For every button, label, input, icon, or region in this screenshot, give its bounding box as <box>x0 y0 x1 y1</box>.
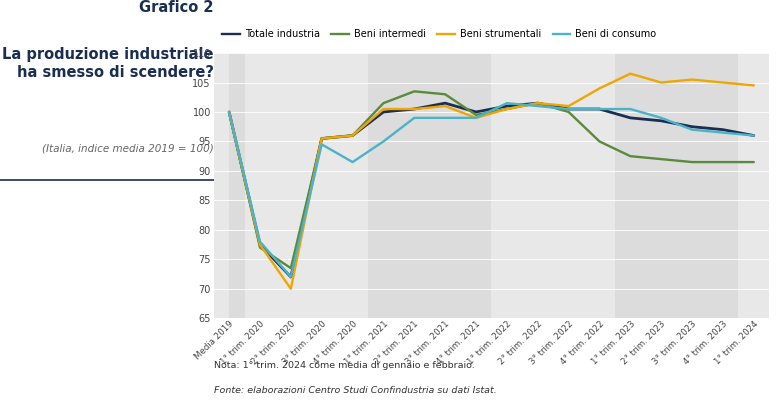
Bar <box>245 53 368 318</box>
Text: (Italia, indice media 2019 = 100): (Italia, indice media 2019 = 100) <box>42 144 214 154</box>
Text: La produzione industriale
ha smesso di scendere?: La produzione industriale ha smesso di s… <box>2 47 214 80</box>
Text: Grafico 2: Grafico 2 <box>139 0 214 15</box>
Bar <box>738 53 769 318</box>
Text: Fonte: elaborazioni Centro Studi Confindustria su dati Istat.: Fonte: elaborazioni Centro Studi Confind… <box>214 386 497 395</box>
Bar <box>229 53 245 318</box>
Legend: Totale industria, Beni intermedi, Beni strumentali, Beni di consumo: Totale industria, Beni intermedi, Beni s… <box>218 25 660 43</box>
Bar <box>491 53 615 318</box>
Bar <box>368 53 492 318</box>
Bar <box>615 53 738 318</box>
Text: Nota: 1° trim. 2024 come media di gennaio e febbraio.: Nota: 1° trim. 2024 come media di gennai… <box>214 361 475 370</box>
